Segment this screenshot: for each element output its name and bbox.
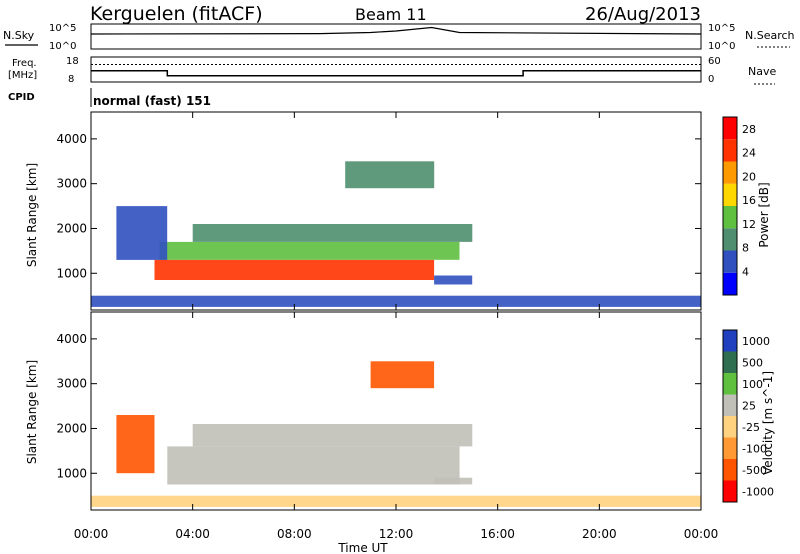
velocity-heatmap — [91, 361, 701, 507]
freq-label: Freq. — [12, 58, 37, 69]
colorbar-swatch — [723, 330, 737, 352]
y-tick-label: 4000 — [56, 332, 87, 346]
freq-unit-label: [MHz] — [8, 70, 37, 81]
x-axis-label: Time UT — [337, 541, 388, 554]
velocity-y-label: Slant Range [km] — [25, 360, 39, 464]
power-y-label: Slant Range [km] — [25, 163, 39, 267]
power-heatmap — [91, 161, 701, 307]
x-tick-label: 16:00 — [480, 527, 515, 541]
colorbar-swatch — [723, 459, 737, 481]
colorbar-tick-label: 8 — [742, 242, 749, 255]
colorbar-tick-label: 28 — [742, 123, 756, 136]
power-colorbar-label: Power [dB] — [757, 182, 771, 247]
colorbar-swatch — [723, 117, 737, 140]
nave-tick-top: 60 — [708, 56, 721, 67]
colorbar-swatch — [723, 416, 737, 438]
heatmap-region — [167, 446, 460, 485]
heatmap-region — [370, 361, 435, 389]
header-date: 26/Aug/2013 — [585, 4, 701, 25]
x-tick-label: 04:00 — [175, 527, 210, 541]
velocity-colorbar-label: Velocity [m s^-1] — [761, 371, 775, 475]
colorbar-tick-label: 100 — [742, 378, 763, 391]
heatmap-region — [434, 477, 473, 485]
x-tick-label: 00:00 — [684, 527, 719, 541]
heatmap-region — [345, 161, 435, 189]
colorbar-swatch — [723, 351, 737, 373]
x-tick-label: 08:00 — [277, 527, 312, 541]
heatmap-region — [116, 206, 168, 260]
colorbar-swatch — [723, 373, 737, 395]
colorbar-swatch — [723, 394, 737, 416]
cpid-value: normal (fast) 151 — [93, 94, 211, 108]
y-tick-label: 4000 — [56, 132, 87, 146]
colorbar-tick-label: 12 — [742, 218, 756, 231]
nsearch-label: N.Search — [745, 29, 795, 42]
colorbar-tick-label: 500 — [742, 356, 763, 369]
velocity-colorbar: 1000 500 100 25 -25 -100 -500 -1000 — [722, 329, 774, 503]
nave-tick-bottom: 0 — [708, 74, 714, 85]
power-y-axis: 1000 2000 3000 4000 — [56, 132, 701, 280]
noise-panel-frame — [90, 23, 702, 50]
velocity-y-axis: 1000 2000 3000 4000 — [56, 332, 701, 480]
freq-series — [91, 70, 701, 77]
power-colorbar: 4 8 12 16 20 24 28 — [722, 116, 756, 296]
nsky-tick-bottom: 10^0 — [49, 41, 76, 52]
colorbar-swatch — [723, 272, 737, 295]
colorbar-tick-label: -1000 — [742, 485, 774, 498]
heatmap-region — [91, 495, 701, 507]
colorbar-swatch — [723, 480, 737, 502]
y-tick-label: 1000 — [56, 266, 87, 280]
nsky-tick-top: 10^5 — [49, 23, 76, 34]
colorbar-swatch — [723, 250, 737, 273]
cpid-label: CPID — [8, 92, 35, 103]
colorbar-swatch — [723, 161, 737, 184]
y-tick-label: 2000 — [56, 421, 87, 435]
time-axis: 00:00 04:00 08:00 12:00 16:00 20:00 00:00 — [74, 112, 719, 541]
heatmap-region — [154, 259, 435, 280]
freq-tick-bottom: 8 — [68, 74, 74, 85]
y-tick-label: 3000 — [56, 377, 87, 391]
colorbar-tick-label: -100 — [742, 442, 767, 455]
colorbar-swatch — [723, 183, 737, 206]
colorbar-swatch — [723, 206, 737, 229]
x-tick-label: 00:00 — [74, 527, 109, 541]
colorbar-tick-label: -25 — [742, 421, 760, 434]
colorbar-tick-label: 4 — [742, 265, 749, 278]
colorbar-tick-label: 16 — [742, 194, 756, 207]
heatmap-region — [192, 424, 473, 447]
heatmap-region — [116, 415, 155, 474]
colorbar-tick-label: 24 — [742, 147, 756, 160]
colorbar-tick-label: -500 — [742, 464, 767, 477]
colorbar-frame — [722, 116, 738, 296]
heatmap-region — [159, 241, 460, 260]
colorbar-tick-label: 1000 — [742, 335, 770, 348]
colorbar-tick-label: 25 — [742, 399, 756, 412]
y-tick-label: 1000 — [56, 466, 87, 480]
freq-panel-frame — [90, 56, 702, 83]
nsearch-tick-top: 10^5 — [708, 23, 735, 34]
y-tick-label: 2000 — [56, 221, 87, 235]
colorbar-frame — [722, 329, 738, 503]
colorbar-swatch — [723, 228, 737, 251]
heatmap-region — [434, 275, 473, 285]
x-tick-label: 12:00 — [379, 527, 414, 541]
freq-tick-top: 18 — [66, 56, 79, 67]
power-panel-frame — [90, 111, 702, 311]
colorbar-swatch — [723, 139, 737, 162]
header-beam: Beam 11 — [355, 5, 427, 24]
nsky-label: N.Sky — [3, 29, 35, 42]
x-tick-label: 20:00 — [582, 527, 617, 541]
heatmap-region — [192, 224, 473, 242]
heatmap-region — [91, 295, 701, 307]
nsky-series — [90, 26, 702, 35]
y-tick-label: 3000 — [56, 177, 87, 191]
nave-label: Nave — [748, 65, 776, 78]
colorbar-tick-label: 20 — [742, 170, 756, 183]
colorbar-swatch — [723, 437, 737, 459]
header-station: Kerguelen (fitACF) — [90, 3, 263, 25]
nsearch-tick-bottom: 10^0 — [708, 41, 735, 52]
